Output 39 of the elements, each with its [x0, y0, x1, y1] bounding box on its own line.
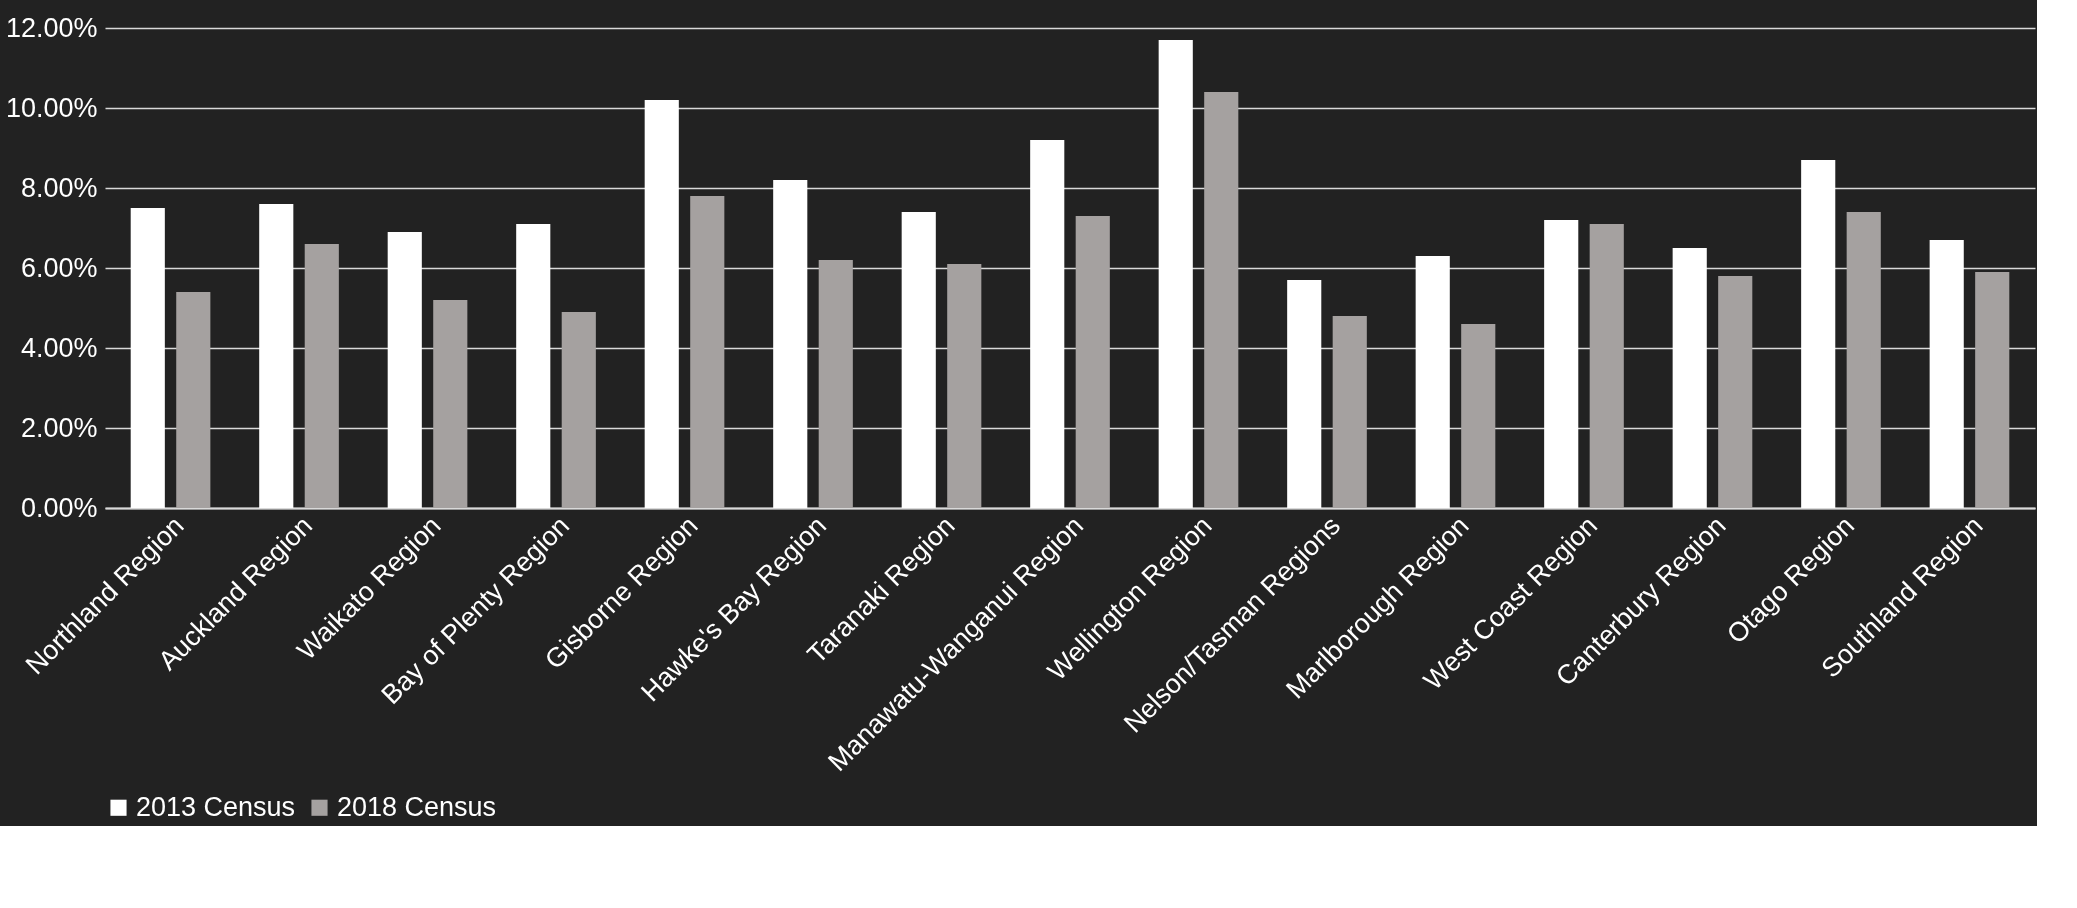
bar — [1332, 316, 1367, 508]
bar — [644, 100, 679, 508]
bar — [1672, 248, 1707, 508]
bar — [1589, 224, 1624, 508]
bar — [1544, 220, 1579, 508]
bar — [1075, 216, 1110, 508]
bar — [176, 292, 211, 508]
bar — [1415, 256, 1450, 508]
y-tick-label: 8.00% — [20, 172, 98, 203]
bar — [561, 312, 596, 508]
bar — [1975, 272, 2010, 508]
bar — [1801, 160, 1836, 508]
bar — [1718, 276, 1753, 508]
y-tick-label: 12.00% — [5, 12, 98, 43]
y-tick-label: 0.00% — [20, 492, 98, 523]
bar — [947, 264, 982, 508]
bar — [433, 300, 468, 508]
y-tick-label: 6.00% — [20, 252, 98, 283]
bar — [387, 232, 422, 508]
bar — [818, 260, 853, 508]
bar — [1030, 140, 1065, 508]
bar — [1461, 324, 1496, 508]
y-tick-label: 10.00% — [5, 92, 98, 123]
y-tick-label: 4.00% — [20, 332, 98, 363]
bar — [304, 244, 339, 508]
bar — [1287, 280, 1322, 508]
legend-label: 2018 Census — [337, 791, 497, 822]
bar — [259, 204, 294, 508]
bar — [130, 208, 165, 508]
bar — [690, 196, 725, 508]
bar — [1158, 40, 1193, 508]
y-tick-label: 2.00% — [20, 412, 98, 443]
bar — [901, 212, 936, 508]
bar — [773, 180, 808, 508]
bar — [1204, 92, 1239, 508]
bar — [1846, 212, 1881, 508]
bar — [1929, 240, 1964, 508]
legend-label: 2013 Census — [136, 791, 296, 822]
bar — [516, 224, 551, 508]
